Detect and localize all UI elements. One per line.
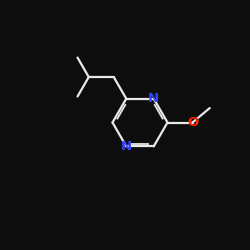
Text: N: N [121, 140, 132, 153]
Text: O: O [187, 116, 198, 129]
Text: N: N [148, 92, 159, 105]
